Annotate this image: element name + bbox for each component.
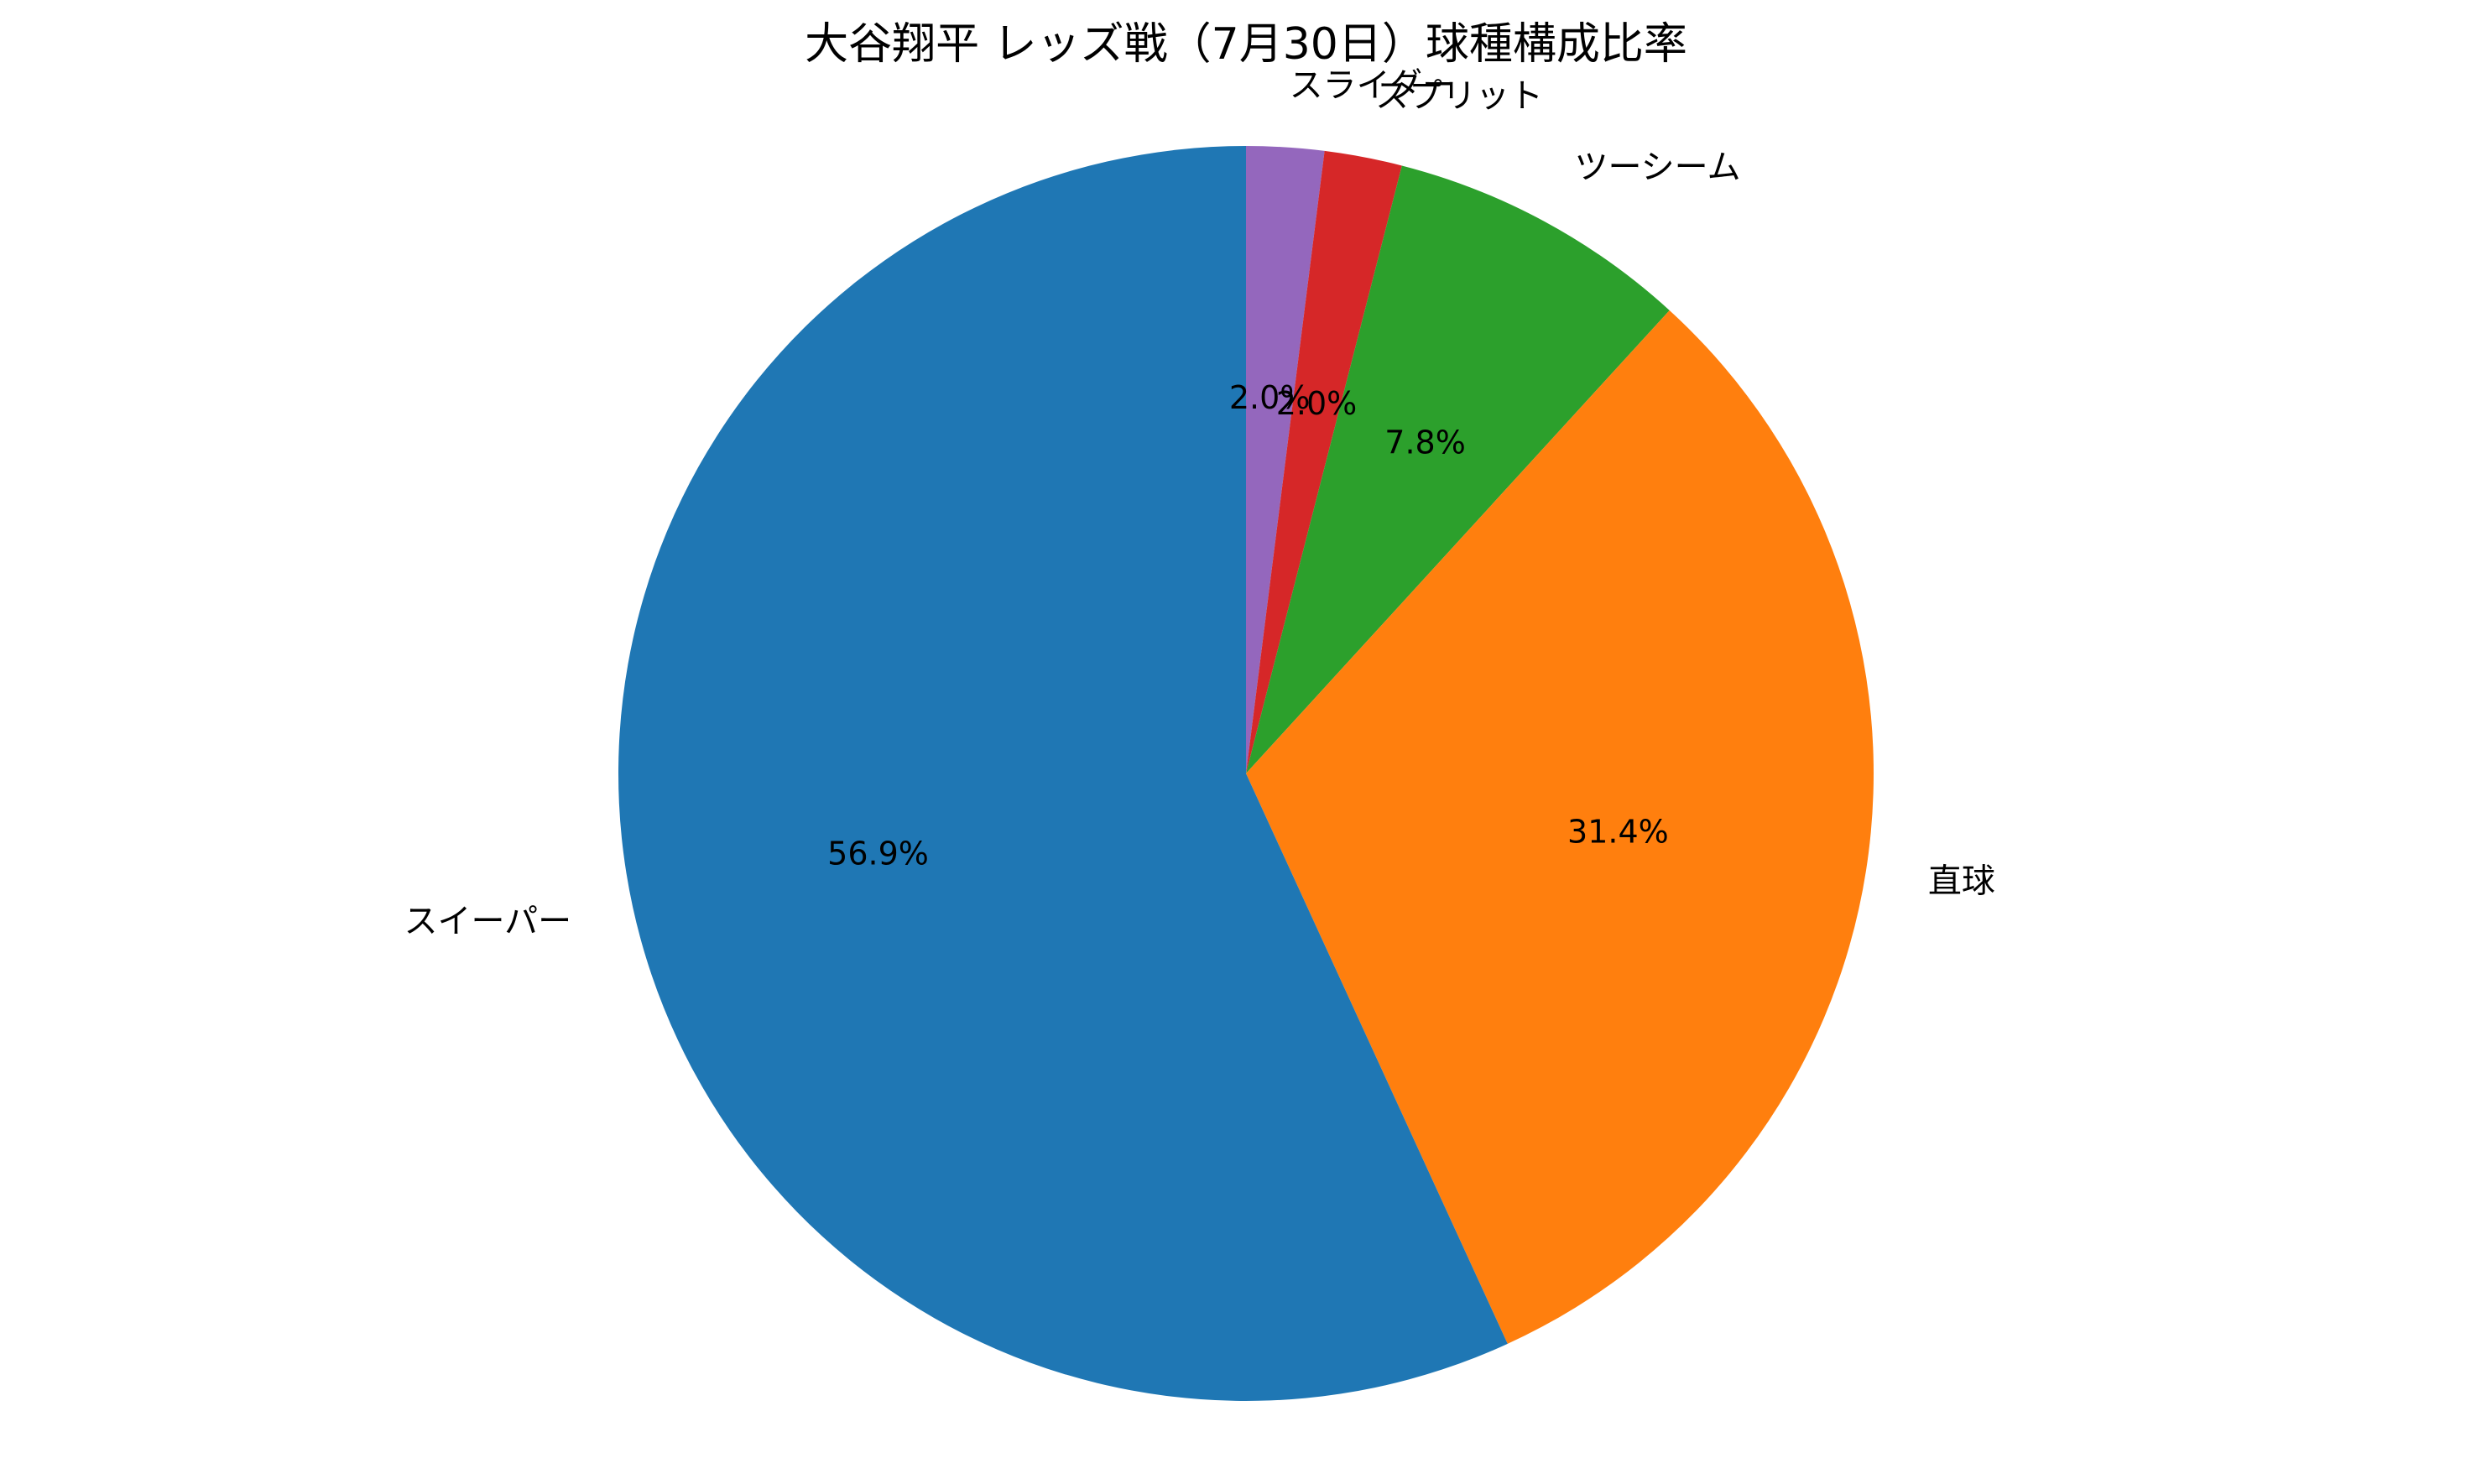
pie-percent-labels: 2.0%2.0% 7.8% 31.4% 56.9% [827,379,1669,872]
slice-label: 直球 [1928,862,1995,900]
pie-slices [618,146,1874,1401]
percent-label: 2.0% [1229,379,1311,416]
pie-slice [1246,146,1325,773]
chart-title: 大谷翔平 レッズ戦（7月30日）球種構成比率 [805,19,1687,70]
pie-slice [1246,165,1670,773]
pie-slice [618,146,1508,1401]
percent-label: 31.4% [1567,813,1669,850]
pie-slice [1246,150,1402,773]
slice-label: ツーシーム [1574,148,1740,186]
slice-label: スプリット [1375,77,1543,116]
slice-label: スイーパー [404,903,572,941]
slice-label: スライダー [1290,66,1456,105]
percent-label: 7.8% [1384,424,1466,461]
percent-label: 56.9% [827,836,929,872]
pie-slice [1246,310,1874,1344]
percent-label: 2.0% [1276,385,1358,422]
